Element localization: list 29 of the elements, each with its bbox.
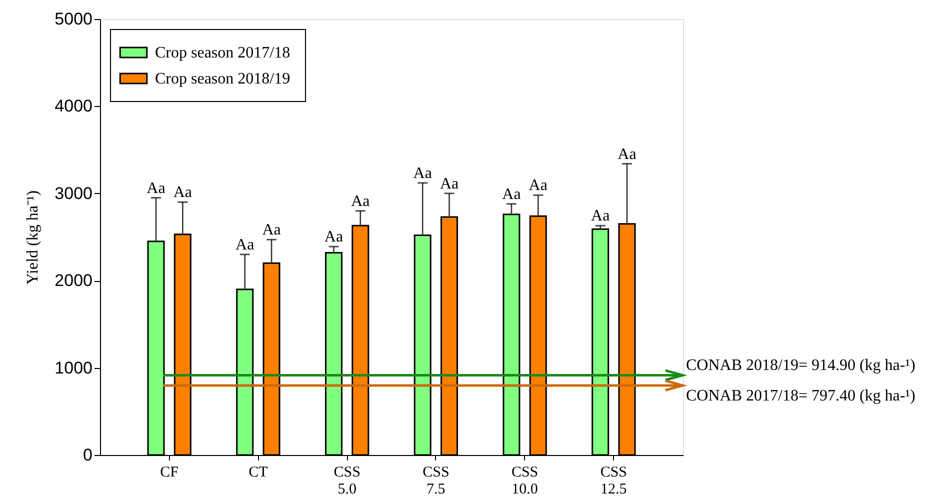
y-tick-label: 3000	[54, 184, 92, 203]
legend-label: Crop season 2017/18	[155, 44, 290, 62]
annotation: Aa	[324, 228, 344, 246]
ref-line-label: CONAB 2017/18= 797.40 (kg ha-¹)	[686, 387, 916, 404]
x-tick-label: CSS 7.5	[422, 464, 450, 498]
x-tick-label: CSS 12.5	[600, 464, 628, 498]
legend-label: Crop season 2018/19	[155, 70, 290, 88]
annotation: Aa	[351, 192, 370, 210]
annotation: Aa	[618, 146, 636, 163]
annotation: Aa	[262, 222, 281, 239]
annotation: Aa	[173, 184, 192, 202]
x-tick-label: CSS 5.0	[334, 464, 360, 498]
x-tick-label: CT	[248, 464, 268, 480]
y-tick-label: 0	[83, 446, 92, 464]
annotation: Aa	[236, 236, 254, 254]
annotation: Aa	[528, 177, 548, 194]
x-tick-label: CSS 10.0	[511, 464, 538, 498]
y-tick-label: 1000	[54, 358, 92, 378]
y-tick-label: 2000	[54, 271, 92, 290]
annotation: Aa	[591, 208, 610, 225]
ref-line-label: CONAB 2018/19= 914.90 (kg ha-¹)	[686, 357, 916, 374]
y-tick-label: 4000	[54, 96, 92, 116]
annotation: Aa	[502, 186, 521, 203]
annotation: Aa	[413, 164, 432, 182]
annotation: Aa	[146, 180, 166, 197]
x-tick-label: CF	[160, 464, 178, 480]
y-tick-label: 5000	[54, 10, 92, 28]
annotation: Aa	[440, 175, 459, 192]
y-axis-title: Yield (kg ha⁻¹)	[24, 190, 42, 285]
